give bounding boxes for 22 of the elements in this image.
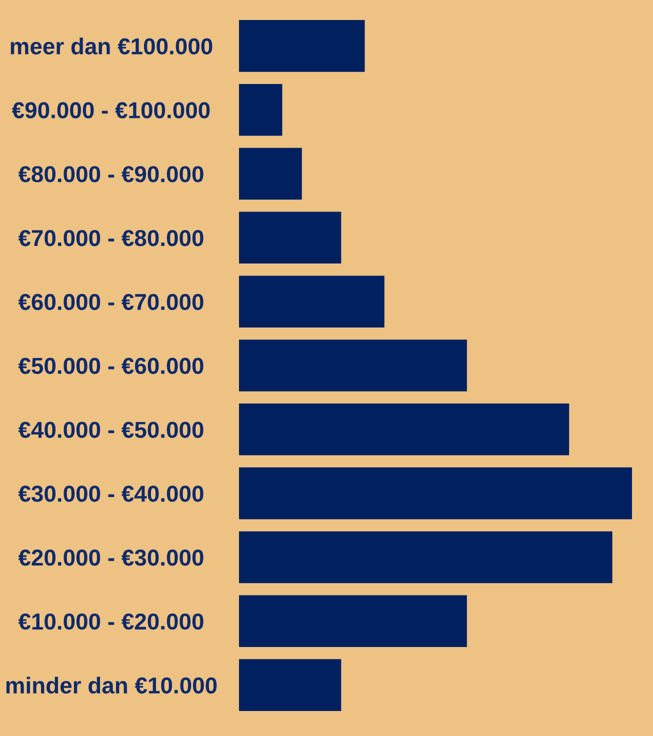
bar bbox=[239, 404, 570, 456]
bar bbox=[239, 531, 612, 584]
bar bbox=[239, 595, 467, 648]
y-tick-label: €10.000 - €20.000 bbox=[18, 613, 204, 630]
y-tick-label: €40.000 - €50.000 bbox=[18, 422, 204, 438]
y-tick-label: meer dan €100.000 bbox=[10, 38, 212, 54]
bar bbox=[239, 212, 342, 264]
bar bbox=[239, 340, 467, 392]
y-tick-label: €20.000 - €30.000 bbox=[18, 550, 204, 566]
bar bbox=[239, 659, 342, 711]
y-tick-label: €80.000 - €90.000 bbox=[18, 166, 204, 182]
y-tick-label: €60.000 - €70.000 bbox=[18, 294, 204, 310]
y-tick-label: €50.000 - €60.000 bbox=[18, 358, 204, 374]
y-tick-label: €70.000 - €80.000 bbox=[18, 230, 204, 246]
y-tick-label: €30.000 - €40.000 bbox=[18, 486, 204, 502]
bar bbox=[239, 20, 365, 72]
bar bbox=[239, 84, 282, 136]
y-tick-label: €90.000 - €100.000 bbox=[12, 102, 210, 118]
y-tick-label: minder dan €10.000 bbox=[6, 676, 217, 694]
bar bbox=[239, 148, 302, 200]
bar bbox=[239, 276, 384, 328]
bar bbox=[239, 467, 632, 520]
